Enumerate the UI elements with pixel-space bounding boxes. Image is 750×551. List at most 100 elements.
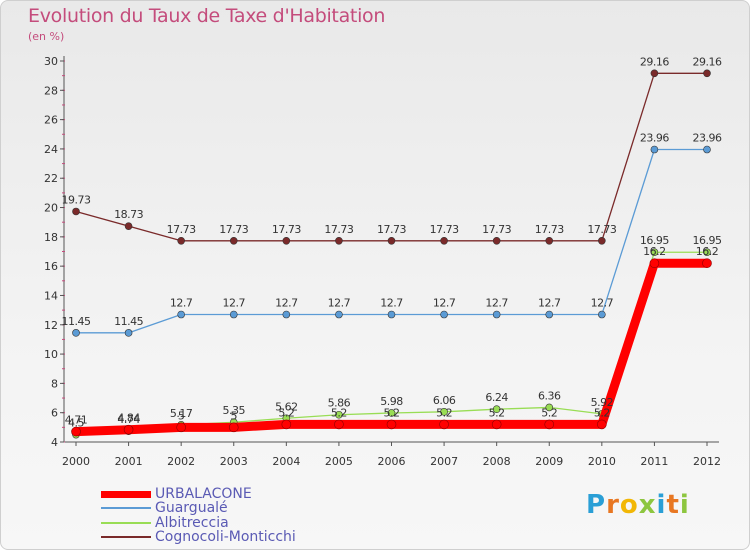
x-tick-label: 2003 [220, 455, 248, 468]
legend-swatch [101, 490, 151, 498]
data-label: 19.73 [62, 193, 91, 206]
data-point [177, 310, 185, 319]
data-label: 5 [231, 409, 238, 422]
data-label: 4.5 [68, 417, 84, 430]
data-label: 12.7 [538, 297, 561, 310]
data-label: 12.7 [328, 297, 351, 310]
data-label: 17.73 [535, 223, 564, 236]
data-point [124, 222, 133, 230]
data-point [335, 310, 343, 319]
data-point [282, 237, 291, 245]
data-point [71, 426, 81, 437]
data-label: 12.7 [485, 297, 508, 310]
data-label: 23.96 [640, 132, 669, 145]
data-point [650, 69, 659, 78]
data-point [491, 419, 502, 430]
data-point [703, 145, 711, 154]
data-label: 12.7 [591, 297, 614, 310]
data-label: 17.73 [219, 223, 248, 236]
data-point [387, 409, 396, 417]
legend-swatch [101, 507, 151, 509]
data-point [492, 405, 501, 413]
logo-letter: t [666, 490, 680, 520]
logo-letter: r [606, 490, 620, 520]
x-tick-label: 2004 [272, 455, 300, 468]
x-tick-label: 2008 [483, 455, 511, 468]
y-tick-label: 30 [44, 55, 58, 68]
chart-title: Evolution du Taux de Taxe d'Habitation [28, 5, 386, 27]
legend-item-albitreccia: Albitreccia [101, 516, 229, 530]
y-tick-label: 10 [44, 348, 58, 361]
data-point [334, 419, 344, 430]
logo-letter: i [679, 490, 690, 520]
data-label: 4.74 [117, 413, 140, 426]
legend-label: URBALACONE [155, 486, 252, 502]
x-tick-label: 2007 [430, 455, 458, 468]
data-point [124, 329, 133, 337]
x-tick-label: 2002 [167, 455, 195, 468]
data-label: 17.73 [377, 223, 406, 236]
data-point [387, 310, 396, 319]
legend-item-cognocoli-monticchi: Cognocoli-Monticchi [101, 530, 296, 544]
data-point [335, 237, 343, 245]
y-tick-label: 20 [44, 202, 58, 215]
legend-label: Cognocoli-Monticchi [155, 529, 296, 545]
logo-letter: i [656, 490, 667, 520]
data-point [492, 310, 501, 319]
data-point [598, 310, 606, 319]
data-label: 5.17 [170, 407, 193, 420]
legend-label: Guargualé [155, 500, 228, 516]
data-label: 11.45 [62, 315, 91, 328]
data-point [492, 237, 501, 245]
y-tick-label: 22 [44, 172, 58, 185]
x-tick-label: 2009 [535, 455, 563, 468]
data-point [440, 237, 448, 245]
data-label: 12.7 [223, 297, 246, 310]
data-label: 17.73 [482, 223, 511, 236]
data-point [281, 419, 292, 430]
data-point [177, 237, 185, 245]
data-label: 17.73 [272, 223, 301, 236]
data-label: 17.73 [430, 223, 459, 236]
x-tick-label: 2006 [378, 455, 406, 468]
data-point [703, 248, 711, 257]
y-tick-label: 24 [44, 143, 58, 156]
y-tick-label: 12 [44, 319, 58, 332]
data-label: 29.16 [640, 55, 669, 68]
data-label: 5.2 [278, 406, 294, 419]
x-tick-label: 2011 [640, 455, 668, 468]
data-label: 5 [178, 409, 185, 422]
data-label: 6.36 [538, 389, 561, 402]
data-point [702, 258, 712, 269]
data-point [544, 419, 555, 430]
data-point [282, 310, 291, 319]
data-point [545, 310, 554, 319]
data-label: 12.7 [433, 297, 456, 310]
data-label: 5.98 [380, 395, 403, 408]
y-tick-label: 8 [51, 377, 58, 390]
data-label: 5.2 [489, 406, 505, 419]
legend-swatch [101, 536, 151, 538]
data-label: 17.73 [324, 223, 353, 236]
y-tick-label: 18 [44, 231, 58, 244]
data-point [650, 145, 659, 154]
data-label: 5.2 [594, 406, 610, 419]
data-label: 5.62 [275, 400, 298, 413]
data-point [545, 237, 554, 245]
data-label: 17.73 [587, 223, 616, 236]
data-point [649, 258, 660, 269]
data-label: 12.7 [170, 297, 193, 310]
chart-subtitle: (en %) [28, 30, 65, 43]
data-label: 6.06 [433, 394, 456, 407]
data-label: 4.84 [117, 412, 140, 425]
logo-letter: P [586, 490, 607, 520]
x-tick-label: 2000 [62, 455, 90, 468]
data-point [650, 248, 659, 257]
legend-item-guargualé: Guargualé [101, 501, 228, 515]
y-tick-label: 6 [51, 407, 58, 420]
data-point [229, 237, 238, 245]
data-label: 29.16 [693, 55, 722, 68]
data-point [440, 408, 448, 416]
